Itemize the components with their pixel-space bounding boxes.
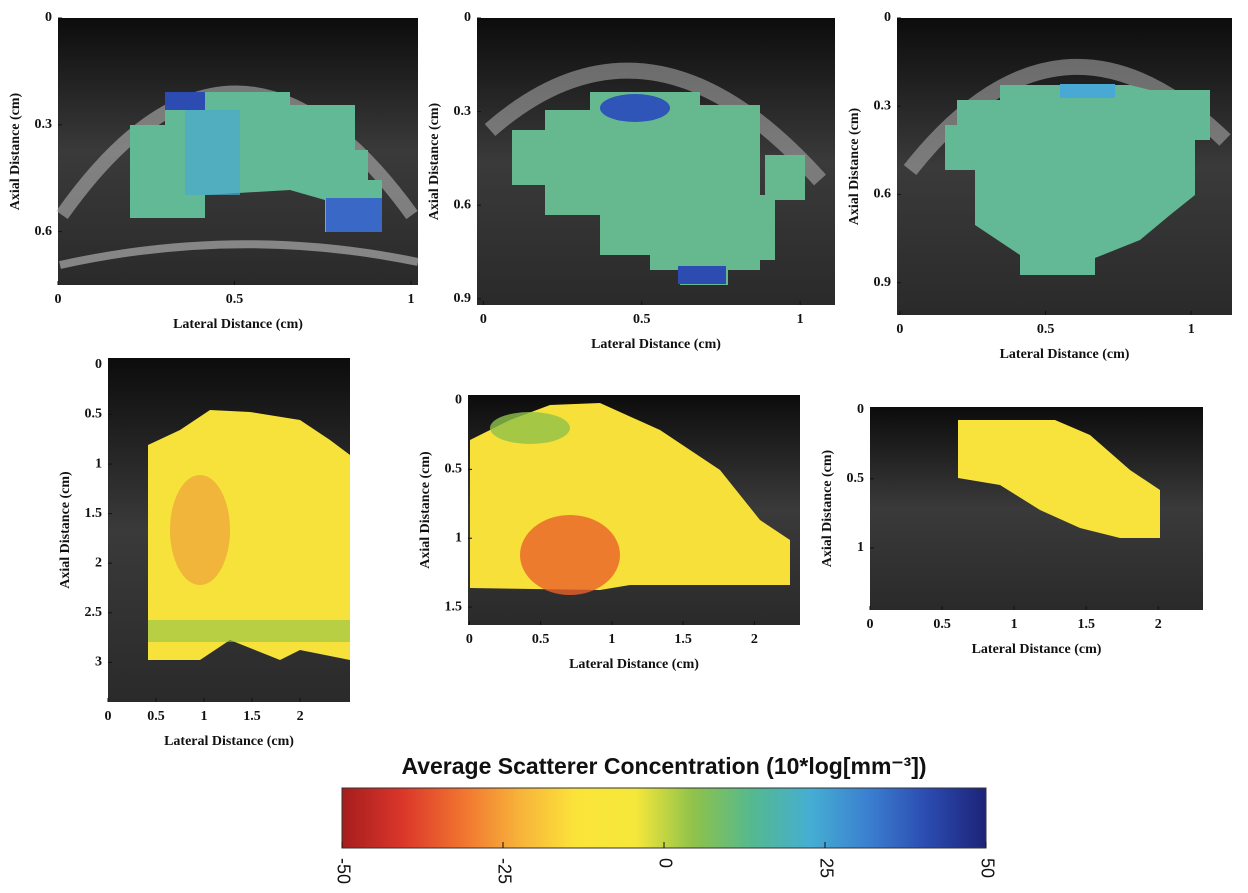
y-tick-label: 1.5 (85, 506, 103, 521)
colorbar (341, 787, 987, 849)
x-axis-label: Lateral Distance (cm) (173, 317, 303, 332)
x-tick-label: 2 (297, 709, 304, 724)
x-axis-label: Lateral Distance (cm) (972, 642, 1102, 657)
x-tick-label: 1 (1188, 322, 1195, 337)
y-tick-label: 1 (455, 530, 462, 545)
x-axis-label: Lateral Distance (cm) (591, 337, 721, 352)
y-tick-label: 0.5 (445, 462, 463, 477)
colorbar-tick-label: -25 (494, 858, 514, 884)
colorbar-tick-label: 25 (816, 858, 836, 878)
overlay (148, 410, 350, 660)
y-axis-label: Axial Distance (cm) (58, 471, 73, 589)
x-tick-label: 0.5 (147, 709, 165, 724)
ultrasound-images (56, 18, 1232, 702)
x-tick-label: 2 (751, 632, 758, 647)
x-tick-label: 0.5 (633, 312, 651, 327)
x-tick-label: 0 (896, 322, 903, 337)
y-tick-label: 0.6 (35, 224, 53, 239)
y-tick-label: 1 (857, 540, 864, 555)
y-tick-label: 0 (455, 393, 462, 408)
x-tick-label: 1 (201, 709, 208, 724)
y-tick-label: 3 (95, 655, 102, 670)
x-tick-label: 1.5 (674, 632, 692, 647)
tissue (484, 62, 826, 186)
x-tick-label: 1 (407, 292, 414, 307)
x-tick-label: 0.5 (532, 632, 550, 647)
x-tick-label: 0.5 (933, 617, 951, 632)
x-tick-label: 1 (1011, 617, 1018, 632)
y-tick-label: 0.6 (874, 187, 892, 202)
x-tick-label: 0 (55, 292, 62, 307)
y-tick-label: 0 (95, 357, 102, 372)
overlay (170, 475, 230, 585)
x-tick-label: 1.5 (243, 709, 261, 724)
y-tick-label: 0 (464, 10, 471, 25)
y-axis-label: Axial Distance (cm) (847, 107, 862, 225)
y-tick-label: 0.6 (454, 197, 472, 212)
y-tick-label: 2 (95, 555, 102, 570)
overlay (958, 420, 1160, 538)
y-tick-label: 1 (95, 456, 102, 471)
x-tick-label: 0 (105, 709, 112, 724)
x-tick-label: 1.5 (1077, 617, 1095, 632)
x-tick-label: 0.5 (226, 292, 244, 307)
overlay (185, 110, 240, 195)
y-tick-label: 0.3 (454, 104, 472, 119)
colorbar-tick-label: 50 (977, 858, 997, 878)
y-tick-label: 0 (45, 10, 52, 25)
y-tick-label: 0.9 (454, 291, 472, 306)
y-tick-label: 0.3 (35, 117, 53, 132)
overlay (512, 92, 775, 285)
overlay (945, 85, 1210, 275)
colorbar-tick-label: 0 (655, 858, 675, 868)
overlay (165, 92, 205, 110)
overlay (600, 94, 670, 122)
y-tick-label: 0 (884, 10, 891, 25)
y-axis-label: Axial Distance (cm) (820, 449, 835, 567)
colorbar-title: Average Scatterer Concentration (10*log[… (401, 753, 926, 779)
y-tick-label: 2.5 (85, 605, 103, 620)
x-tick-label: 0 (466, 632, 473, 647)
overlay (765, 155, 805, 200)
overlay (326, 198, 382, 232)
y-axis-label: Axial Distance (cm) (8, 92, 23, 210)
y-tick-label: 0.5 (847, 471, 865, 486)
x-axis-label: Lateral Distance (cm) (1000, 347, 1130, 362)
overlay (1060, 84, 1115, 98)
x-tick-label: 0 (480, 312, 487, 327)
x-tick-label: 0 (867, 617, 874, 632)
y-tick-label: 1.5 (445, 599, 463, 614)
y-tick-label: 0.5 (85, 407, 103, 422)
colorbar-tick-label: -50 (333, 858, 353, 884)
y-tick-label: 0 (857, 402, 864, 417)
x-tick-label: 1 (797, 312, 804, 327)
x-axis-label: Lateral Distance (cm) (569, 657, 699, 672)
y-tick-label: 0.9 (874, 275, 892, 290)
y-axis-label: Axial Distance (cm) (427, 102, 442, 220)
x-axis-label: Lateral Distance (cm) (164, 734, 294, 749)
x-tick-label: 0.5 (1037, 322, 1055, 337)
y-axis-label: Axial Distance (cm) (418, 451, 433, 569)
y-tick-label: 0.3 (874, 98, 892, 113)
x-tick-label: 2 (1155, 617, 1162, 632)
tissue (59, 240, 419, 269)
overlay (148, 620, 350, 642)
overlay (490, 412, 570, 444)
overlay (678, 266, 726, 284)
overlay (520, 515, 620, 595)
x-tick-label: 1 (608, 632, 615, 647)
